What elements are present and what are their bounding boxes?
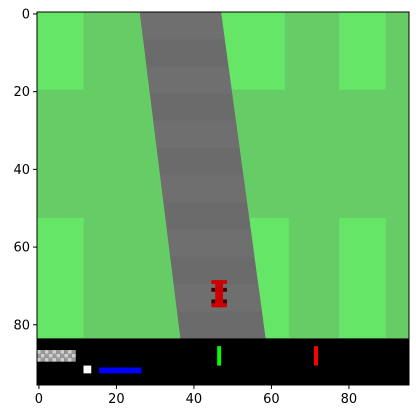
road-stripe (146, 66, 233, 94)
gyroscope-bar (314, 346, 318, 366)
abs-bar (99, 367, 142, 374)
road-stripe (160, 175, 248, 203)
car-rear-wing (211, 303, 227, 308)
score-pixel (52, 357, 57, 362)
car-wheel (223, 299, 227, 304)
score-pixel (64, 350, 68, 354)
score-pixel (37, 350, 41, 354)
car-wheel (211, 287, 216, 292)
score-pixel (68, 353, 72, 358)
x-tick-label: 20 (108, 392, 125, 407)
car (211, 280, 227, 308)
x-tick-label: 40 (186, 392, 203, 407)
y-tick-label: 20 (13, 85, 30, 100)
car-wheel (223, 287, 227, 292)
score-pixel (68, 350, 72, 354)
score-pixel (44, 350, 49, 354)
score-pixel (60, 350, 65, 354)
steering-bar (217, 346, 222, 366)
score-pixel (60, 357, 65, 362)
axes-frame (36, 11, 410, 386)
score-pixel (37, 353, 41, 358)
score-pixel (52, 353, 57, 358)
axis-ticks: 0 20 40 60 80 0 20 40 60 80 (13, 7, 357, 407)
score-pixel (56, 357, 61, 362)
car-wheel (211, 299, 216, 304)
score-pixel (44, 357, 49, 362)
road-stripe (153, 120, 240, 148)
score-pixel (56, 353, 61, 358)
grass-tile (37, 217, 84, 339)
road-stripe (166, 229, 255, 257)
score-pixel (44, 353, 49, 358)
y-tick-label: 80 (13, 318, 30, 333)
road-stripe (139, 12, 225, 40)
game-frame (37, 12, 409, 385)
y-tick-label: 60 (13, 241, 30, 256)
grass-tile (339, 12, 386, 90)
x-tick-label: 0 (35, 392, 43, 407)
speed-bar (83, 365, 92, 374)
score-pixel (48, 357, 53, 362)
score-pixel (64, 353, 68, 358)
x-tick-label: 80 (341, 392, 358, 407)
score-pixel (60, 353, 65, 358)
y-tick-label: 0 (22, 7, 30, 22)
score-pixel (40, 350, 45, 354)
score-pixel (48, 353, 53, 358)
score-pixel (40, 353, 45, 358)
score-pixel (48, 350, 53, 354)
score-pixel (64, 357, 68, 362)
score-pixel (40, 357, 45, 362)
grass-tile (219, 12, 285, 90)
score-pixel (71, 350, 76, 354)
grass-tile (339, 217, 386, 339)
score-pixel (68, 357, 72, 362)
score-pixel (52, 350, 57, 354)
score-pixel (71, 353, 76, 358)
score-pixel (71, 357, 76, 362)
car-body (215, 283, 223, 308)
score-pixel (37, 357, 41, 362)
grass-tile (37, 12, 84, 90)
car-front-wing (211, 280, 227, 284)
x-tick-label: 60 (263, 392, 280, 407)
hud-panel (37, 338, 409, 385)
score-pixel (56, 350, 61, 354)
y-tick-label: 40 (13, 163, 30, 178)
